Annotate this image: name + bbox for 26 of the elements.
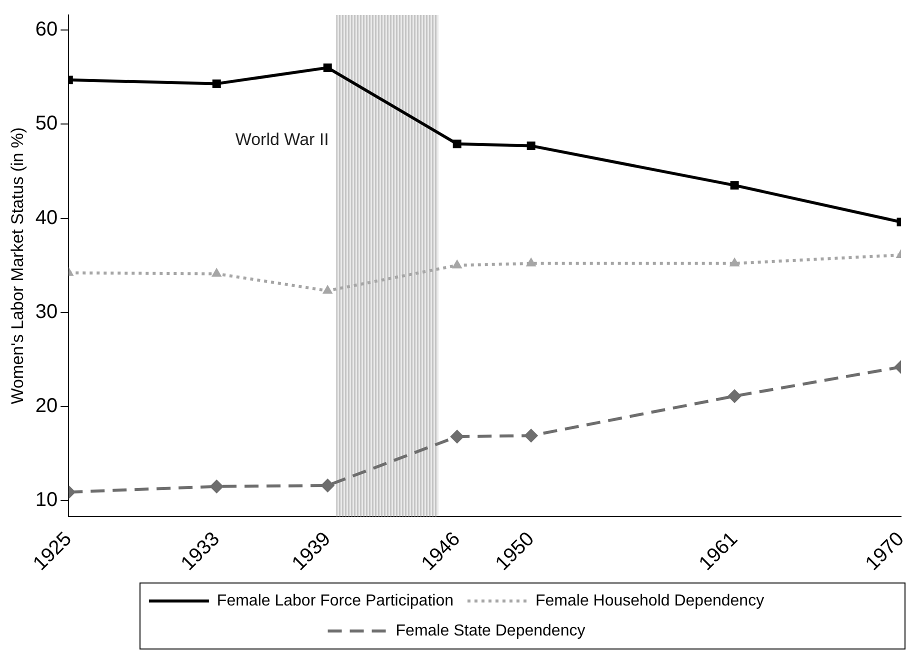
point (322, 284, 333, 294)
y-tick-label: 60 (35, 18, 58, 41)
y-tick-label: 10 (35, 489, 58, 512)
point (452, 259, 462, 268)
y-tick-label: 50 (35, 112, 58, 135)
y-tick-label: 30 (35, 300, 58, 323)
legend-label: Female Household Dependency (535, 592, 764, 610)
point (320, 478, 335, 493)
legend-label: Female Labor Force Participation (216, 592, 454, 610)
legend-label: Female State Dependency (396, 622, 586, 640)
point (212, 79, 221, 88)
y-tick-label: 40 (35, 206, 58, 229)
point (524, 428, 538, 443)
point (211, 268, 222, 277)
point (452, 140, 462, 148)
point (729, 257, 740, 266)
point (526, 142, 536, 150)
point (210, 479, 224, 494)
point (730, 181, 739, 190)
y-tick-label: 20 (35, 394, 58, 417)
point (728, 389, 742, 404)
point (323, 63, 332, 72)
y-axis-title: Women's Labor Market Status (in %) (8, 127, 27, 404)
point (526, 257, 536, 266)
point (450, 430, 464, 444)
band-label: World War II (235, 130, 329, 150)
